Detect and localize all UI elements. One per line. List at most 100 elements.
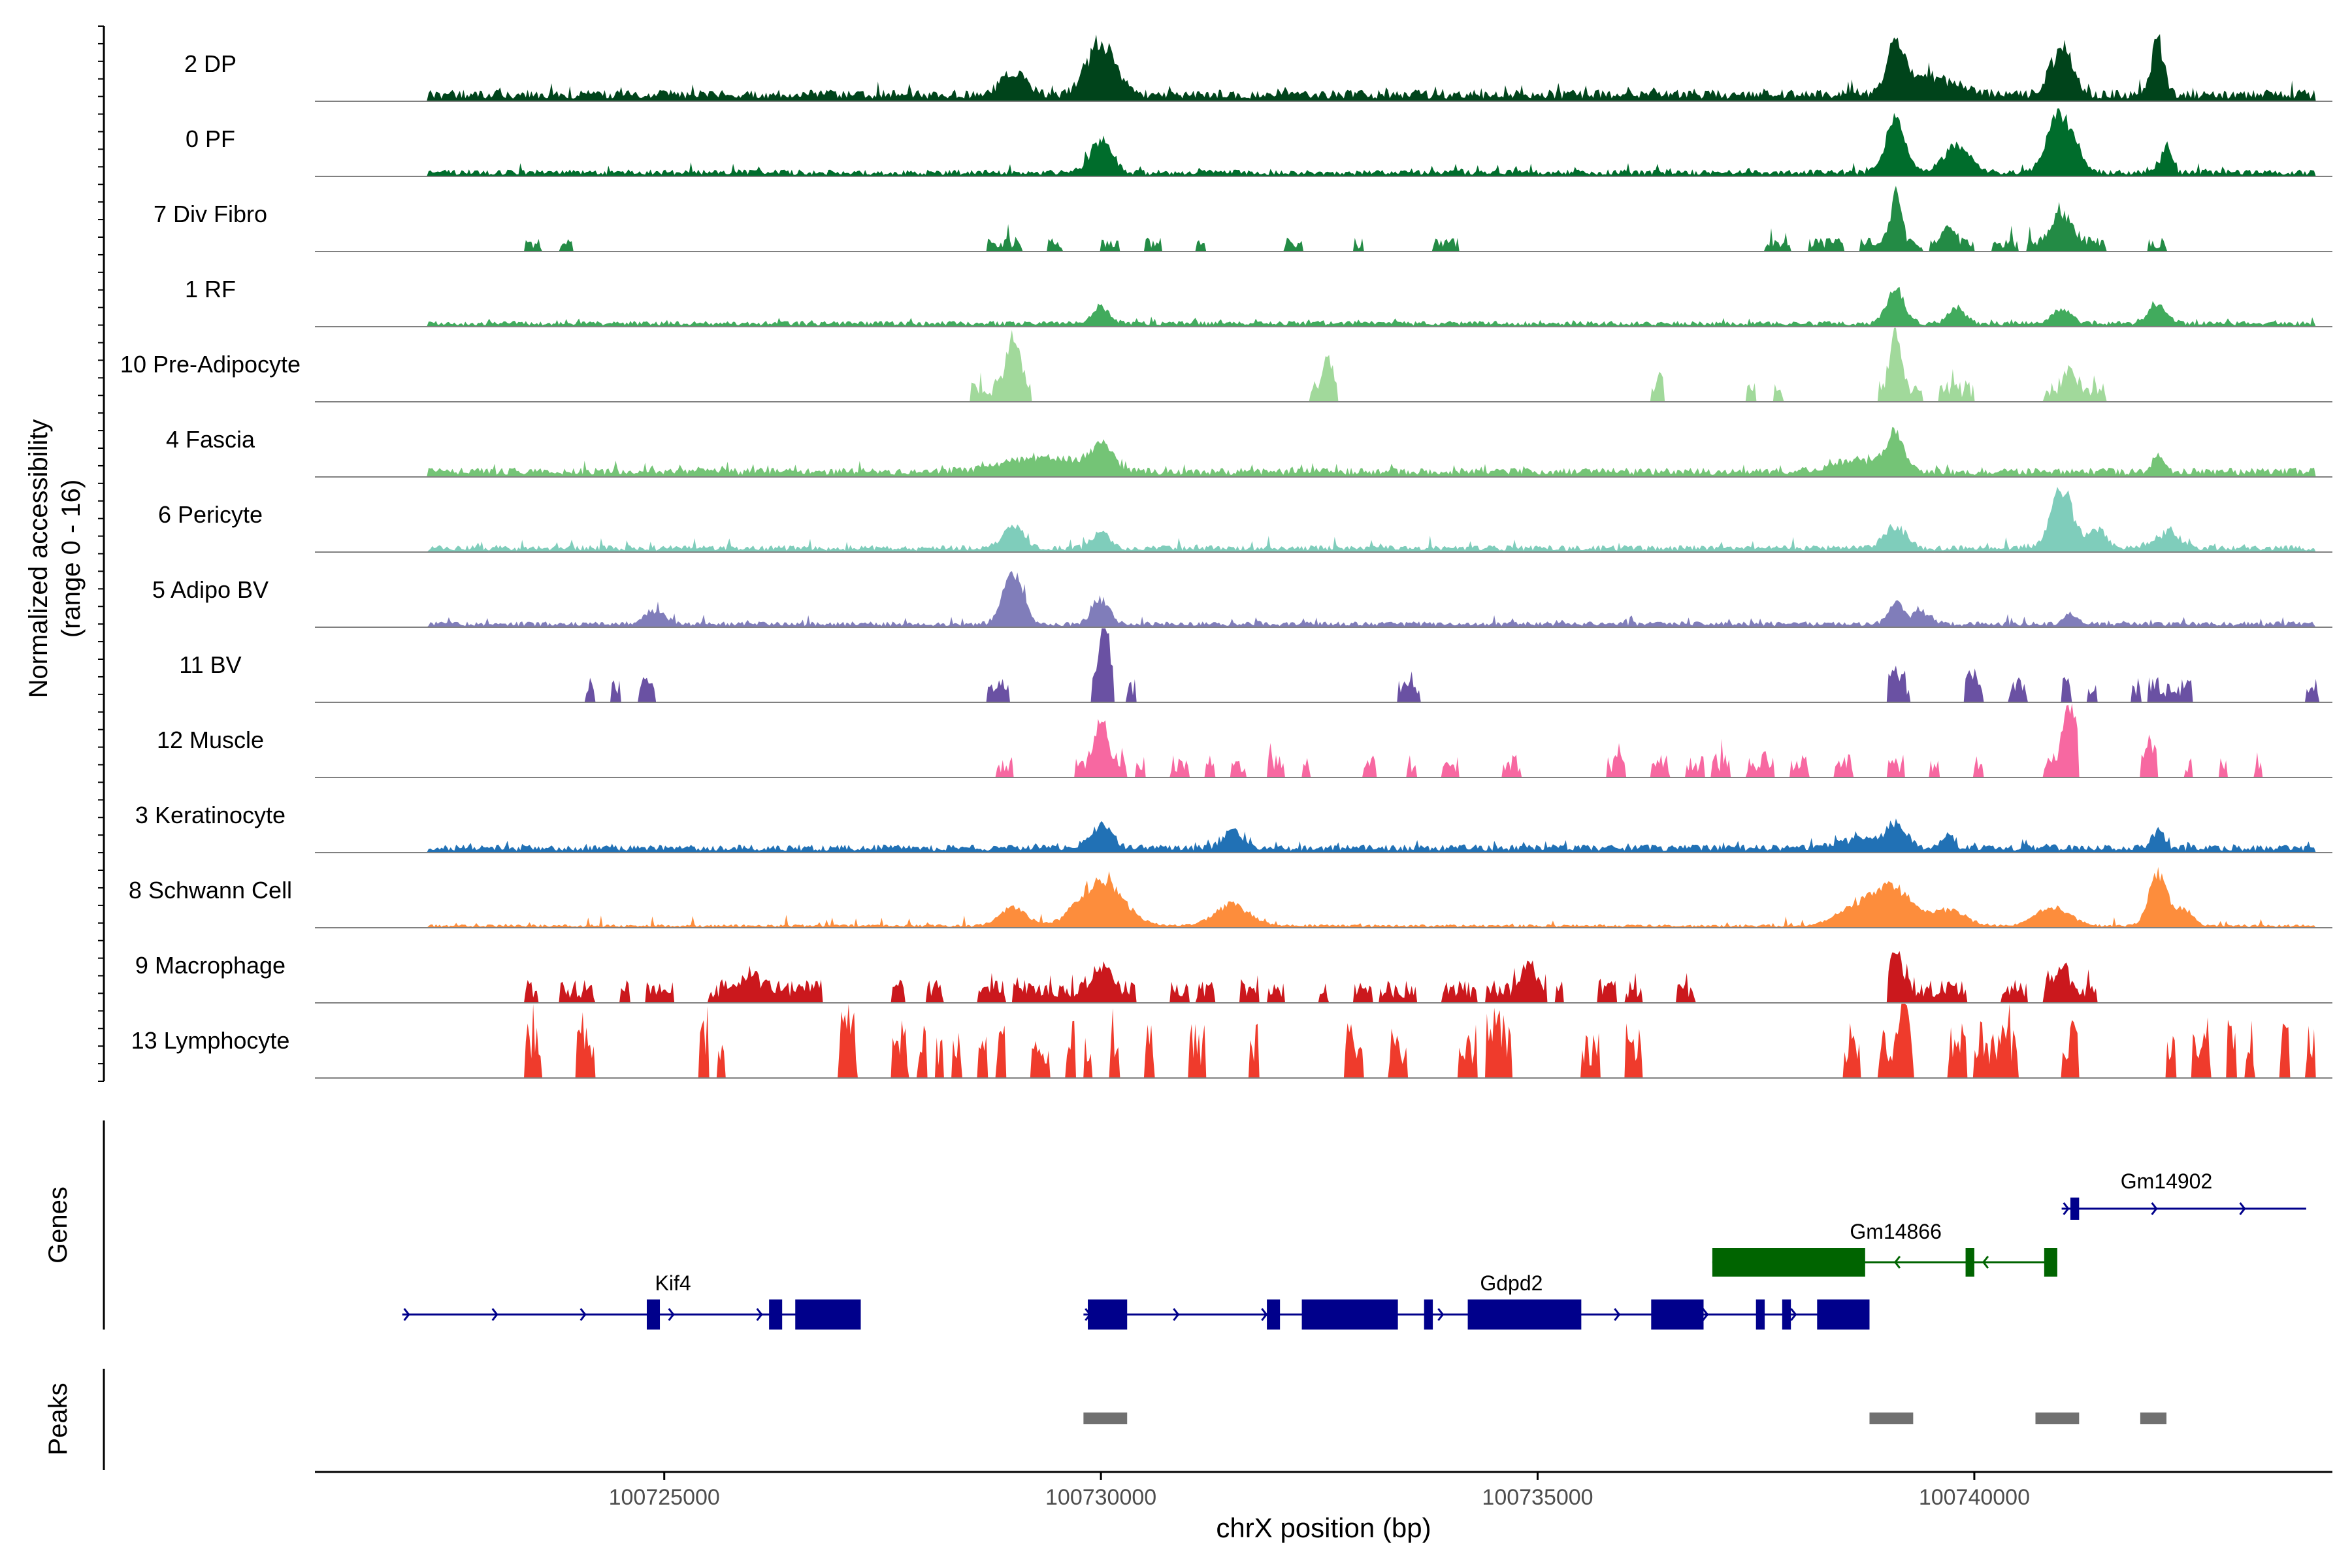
track-label: 0 PF (186, 125, 235, 152)
coverage-area (315, 818, 2332, 853)
track-12: 9 Macrophage (135, 951, 2332, 1004)
gene-annotation-track: Kif4 Gdpd2 Gm14866 Gm14902 (402, 1169, 2306, 1330)
peak-region (2140, 1413, 2167, 1424)
gene-exon (1651, 1299, 1704, 1330)
coverage-tracks: 2 DP 0 PF 7 Div Fibro 1 RF 10 Pre-Adipocyte 4… (120, 34, 2332, 1079)
track-10: 3 Keratinocyte (135, 802, 2332, 853)
track-label: 13 Lymphocyte (131, 1027, 290, 1054)
strand-arrow (1893, 1256, 1901, 1269)
coverage-area (315, 108, 2332, 176)
gene-exon (646, 1299, 661, 1330)
coverage-area (315, 1004, 2332, 1078)
track-label: 5 Adipo BV (152, 576, 269, 603)
x-tick-label: 100740000 (1919, 1485, 2030, 1510)
genes-panel-label: Genes (44, 1186, 73, 1264)
coverage-area (315, 34, 2332, 101)
track-2: 7 Div Fibro (154, 186, 2332, 252)
strand-arrow (2063, 1202, 2070, 1215)
track-label: 6 Pericyte (158, 501, 263, 528)
strand-arrow (491, 1308, 498, 1321)
coverage-area (315, 186, 2332, 252)
coverage-area (315, 571, 2332, 627)
x-tick-label: 100730000 (1045, 1485, 1156, 1510)
coverage-area (315, 866, 2332, 928)
y-axis (98, 25, 105, 1082)
coverage-area (315, 287, 2332, 327)
y-axis-label-range: (range 0 - 16) (57, 480, 86, 638)
gene-exon (769, 1299, 783, 1330)
gene-exon (1712, 1248, 1865, 1277)
gene-Kif4: Kif4 (402, 1271, 861, 1330)
gene-label: Gm14902 (2121, 1169, 2213, 1193)
gene-exon (795, 1299, 861, 1330)
peaks-track (1083, 1413, 2167, 1424)
strand-arrow (1261, 1308, 1268, 1321)
strand-arrow (1437, 1308, 1445, 1321)
track-label: 2 DP (184, 50, 237, 77)
track-11: 8 Schwann Cell (129, 866, 2332, 928)
gene-Gm14866: Gm14866 (1712, 1220, 2057, 1277)
track-1: 0 PF (186, 108, 2332, 177)
track-4: 10 Pre-Adipocyte (120, 327, 2332, 402)
x-axis-label: chrX position (bp) (1216, 1512, 1431, 1543)
coverage-area (315, 327, 2332, 402)
track-label: 9 Macrophage (135, 952, 286, 979)
track-label: 12 Muscle (157, 727, 264, 753)
gene-exon (1301, 1299, 1398, 1330)
strand-arrow (1702, 1308, 1709, 1321)
strand-arrow (1982, 1256, 1989, 1269)
track-label: 7 Div Fibro (154, 201, 267, 227)
gene-exon (1782, 1299, 1791, 1330)
y-axis-label: Normalized accessibility (24, 419, 53, 698)
strand-arrow (2151, 1202, 2158, 1215)
peaks-panel-label: Peaks (44, 1382, 73, 1455)
gene-Gdpd2: Gdpd2 (1083, 1271, 1870, 1330)
track-label: 4 Fascia (166, 426, 255, 453)
track-label: 10 Pre-Adipocyte (120, 351, 301, 378)
gene-exon (1817, 1299, 1870, 1330)
gene-exon (2044, 1248, 2057, 1277)
strand-arrow (1790, 1308, 1797, 1321)
coverage-area (315, 487, 2332, 552)
strand-arrow (2239, 1202, 2246, 1215)
gene-exon (1424, 1299, 1433, 1330)
x-tick-label: 100735000 (1482, 1485, 1593, 1510)
gene-exon (1467, 1299, 1582, 1330)
strand-arrow (668, 1308, 675, 1321)
gene-label: Kif4 (655, 1271, 691, 1295)
strand-arrow (756, 1308, 763, 1321)
gene-exon (2070, 1198, 2080, 1220)
gene-Gm14902: Gm14902 (2061, 1169, 2306, 1220)
track-label: 1 RF (185, 276, 236, 302)
track-6: 6 Pericyte (158, 487, 2332, 553)
coverage-area (315, 427, 2332, 477)
track-3: 1 RF (185, 276, 2332, 327)
strand-arrow (403, 1308, 410, 1321)
strand-arrow (1614, 1308, 1621, 1321)
gene-exon (1965, 1248, 1974, 1277)
track-9: 12 Muscle (157, 703, 2332, 778)
track-5: 4 Fascia (166, 426, 2332, 478)
gene-label: Gdpd2 (1480, 1271, 1543, 1295)
track-label: 8 Schwann Cell (129, 877, 292, 904)
x-axis-ticks: 100725000 100730000 100735000 100740000 (609, 1472, 2030, 1510)
strand-arrow (1173, 1308, 1180, 1321)
coverage-area (315, 951, 2332, 1003)
track-7: 5 Adipo BV (152, 571, 2332, 628)
gene-exon (1267, 1299, 1281, 1330)
peak-region (1083, 1413, 1128, 1424)
coverage-area (315, 628, 2332, 702)
gene-exon (1088, 1299, 1128, 1330)
track-label: 11 BV (179, 651, 241, 678)
x-tick-label: 100725000 (609, 1485, 720, 1510)
track-8: 11 BV (179, 628, 2332, 703)
peak-region (1869, 1413, 1914, 1424)
track-label: 3 Keratinocyte (135, 802, 286, 828)
strand-arrow (580, 1308, 587, 1321)
track-0: 2 DP (184, 34, 2332, 102)
peak-region (2035, 1413, 2080, 1424)
track-13: 13 Lymphocyte (131, 1004, 2332, 1079)
gene-label: Gm14866 (1850, 1220, 1942, 1243)
gene-exon (1756, 1299, 1765, 1330)
coverage-area (315, 703, 2332, 777)
